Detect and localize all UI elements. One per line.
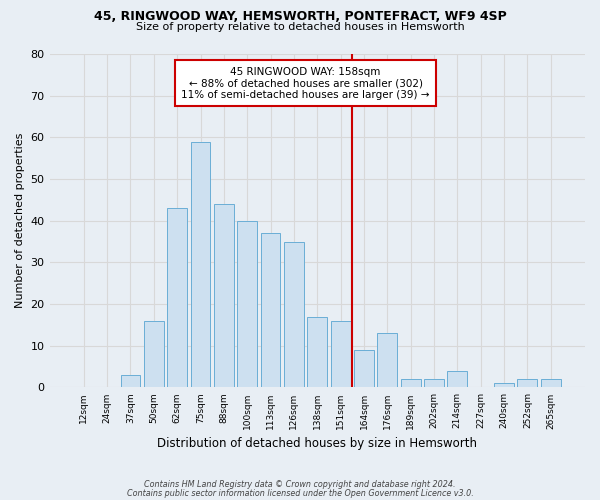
- Bar: [214, 204, 234, 388]
- Bar: [144, 320, 164, 388]
- Bar: [191, 142, 211, 388]
- Text: 45 RINGWOOD WAY: 158sqm
← 88% of detached houses are smaller (302)
11% of semi-d: 45 RINGWOOD WAY: 158sqm ← 88% of detache…: [181, 66, 430, 100]
- Bar: [541, 379, 560, 388]
- Bar: [448, 371, 467, 388]
- Bar: [307, 316, 327, 388]
- Text: 45, RINGWOOD WAY, HEMSWORTH, PONTEFRACT, WF9 4SP: 45, RINGWOOD WAY, HEMSWORTH, PONTEFRACT,…: [94, 10, 506, 23]
- Bar: [377, 333, 397, 388]
- Bar: [401, 379, 421, 388]
- Bar: [121, 375, 140, 388]
- Bar: [354, 350, 374, 388]
- Y-axis label: Number of detached properties: Number of detached properties: [15, 133, 25, 308]
- Bar: [167, 208, 187, 388]
- Bar: [284, 242, 304, 388]
- Bar: [260, 233, 280, 388]
- Bar: [424, 379, 444, 388]
- Text: Size of property relative to detached houses in Hemsworth: Size of property relative to detached ho…: [136, 22, 464, 32]
- Bar: [238, 220, 257, 388]
- Text: Contains public sector information licensed under the Open Government Licence v3: Contains public sector information licen…: [127, 489, 473, 498]
- Bar: [494, 384, 514, 388]
- Text: Contains HM Land Registry data © Crown copyright and database right 2024.: Contains HM Land Registry data © Crown c…: [144, 480, 456, 489]
- Bar: [517, 379, 538, 388]
- X-axis label: Distribution of detached houses by size in Hemsworth: Distribution of detached houses by size …: [157, 437, 477, 450]
- Bar: [331, 320, 350, 388]
